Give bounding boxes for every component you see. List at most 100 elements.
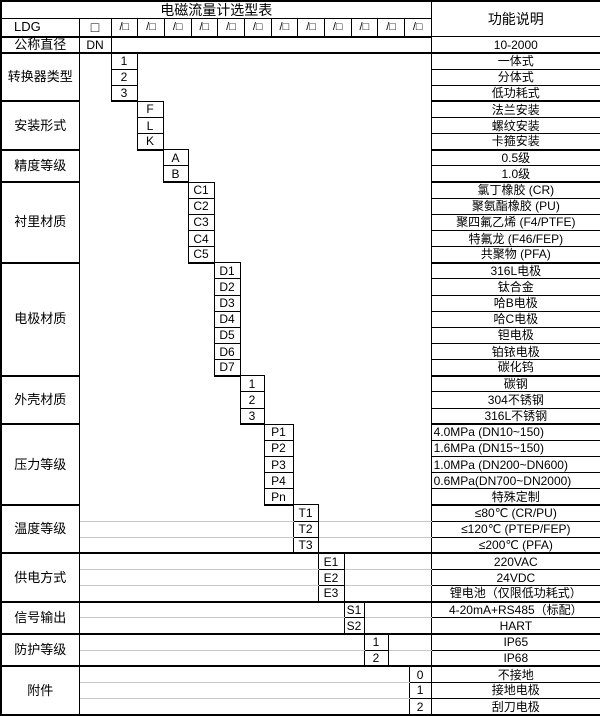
spacer-cell xyxy=(137,53,431,101)
slot-cell: /□ xyxy=(350,18,378,35)
table-row: P2 1.6MPa (DN15~150) xyxy=(1,439,600,457)
code-cell: 2 xyxy=(363,649,389,668)
function-cell: 卡箍安装 xyxy=(430,133,600,151)
function-cell: 不接地 xyxy=(430,666,600,683)
category-nominal-diameter: 公称直径 xyxy=(1,36,80,54)
table-row: 附件 0 不接地 xyxy=(1,665,600,716)
spacer-cell xyxy=(214,182,431,263)
function-cell: 螺纹安装 xyxy=(430,117,600,135)
spacer-cell xyxy=(364,617,432,636)
function-cell: 1.6MPa (DN15~150) xyxy=(430,440,600,457)
slot-cell: /□ xyxy=(377,18,404,35)
spacer-cell xyxy=(79,504,293,522)
code-cell: F xyxy=(136,100,164,119)
table-row: P4 0.6MPa(DN700~DN2000) xyxy=(1,472,600,490)
category-installation-type: 安装形式 xyxy=(1,101,80,151)
page-title: 电磁流量计选型表 xyxy=(1,1,432,19)
code-cell: C1 xyxy=(187,181,215,199)
category-temperature-rating: 温度等级 xyxy=(1,504,80,555)
table-row: E3 锂电池（仅限低功耗式） xyxy=(1,585,600,603)
table-row: Pn 特殊定制 xyxy=(1,488,600,506)
code-cell: DN xyxy=(78,36,112,54)
spacer-cell xyxy=(79,537,293,555)
code-cell: A xyxy=(162,149,189,167)
category-converter-type: 转换器类型 xyxy=(1,52,80,103)
code-cell: 1 xyxy=(239,375,265,393)
table-row: 3 低功耗式 xyxy=(1,84,600,103)
table-row: L 螺纹安装 xyxy=(1,116,600,135)
code-cell: 2 xyxy=(110,68,138,86)
table-row: 精度等级 A 0.5级 xyxy=(1,149,600,184)
code-cell: D5 xyxy=(213,326,241,344)
code-cell: 1 xyxy=(110,52,138,70)
spacer-cell xyxy=(188,150,431,182)
code-cell: 2 xyxy=(239,391,265,409)
function-cell: 316L电极 xyxy=(430,262,600,280)
function-cell: 钽电极 xyxy=(430,327,600,344)
spacer-cell xyxy=(79,601,344,619)
slot-cell: /□ xyxy=(137,18,164,35)
spacer-cell xyxy=(318,521,432,538)
slot-cell: /□ xyxy=(243,18,271,35)
code-cell: D3 xyxy=(213,294,241,312)
spacer-cell xyxy=(79,682,409,700)
code-cell: D4 xyxy=(213,310,241,328)
spacer-cell xyxy=(79,182,188,263)
spacer-cell xyxy=(79,585,318,603)
function-cell: 共聚物 (PFA) xyxy=(430,246,600,264)
table-row: D3 哈B电极 xyxy=(1,294,600,312)
function-cell: 刮刀电极 xyxy=(430,698,600,716)
function-cell: HART xyxy=(430,617,600,636)
spacer-cell xyxy=(344,585,432,603)
category-housing-material: 外壳材质 xyxy=(1,375,80,426)
spacer-cell xyxy=(79,150,163,182)
slot-cell: /□ xyxy=(217,18,244,35)
function-cell: 304不锈钢 xyxy=(430,391,600,409)
function-cell: 碳化钨 xyxy=(430,359,600,377)
spacer-cell xyxy=(318,504,432,522)
table-row: D5 钽电极 xyxy=(1,326,600,344)
model-code-cell: LDG xyxy=(1,18,80,38)
table-row: 2 刮刀电极 xyxy=(1,698,600,716)
code-cell: P3 xyxy=(263,455,294,474)
table-row: 供电方式 E1 220VAC xyxy=(1,552,600,603)
function-header: 功能说明 xyxy=(430,1,600,38)
category-power-supply: 供电方式 xyxy=(1,553,80,603)
function-cell: 接地电极 xyxy=(430,682,600,700)
spacer-cell xyxy=(344,569,432,587)
slot-strip: /□ /□ /□ /□ /□ /□ /□ /□ /□ /□ /□ /□ xyxy=(110,18,432,38)
code-cell: E3 xyxy=(317,585,345,603)
table-row: S2 HART xyxy=(1,617,600,636)
spacer-cell xyxy=(388,634,432,651)
function-cell: 特氟龙 (F46/FEP) xyxy=(430,230,600,248)
spacer-cell xyxy=(79,101,137,149)
spacer-cell xyxy=(388,650,432,668)
function-cell: 钛合金 xyxy=(430,278,600,296)
code-cell: D6 xyxy=(213,342,241,361)
table-row: 3 316L不锈钢 xyxy=(1,407,600,426)
function-cell: 哈C电极 xyxy=(430,311,600,328)
function-cell: 锂电池（仅限低功耗式） xyxy=(430,585,600,603)
table-row: D4 哈C电极 xyxy=(1,310,600,328)
spacer-cell xyxy=(79,634,364,651)
function-cell: 聚氨酯橡胶 (PU) xyxy=(430,198,600,215)
box-slot-cell: □ xyxy=(79,18,112,38)
code-cell: E2 xyxy=(317,568,345,587)
category-lining-material: 衬里材质 xyxy=(1,182,80,264)
code-cell: D7 xyxy=(213,359,241,377)
table-row: 转换器类型 1 一体式 xyxy=(1,52,600,103)
spacer-cell xyxy=(79,376,240,424)
spacer-cell xyxy=(240,263,431,376)
function-cell: 4.0MPa (DN10~150) xyxy=(430,424,600,441)
spacer-cell xyxy=(79,521,293,538)
table-row: 外壳材质 1 碳钢 xyxy=(1,375,600,426)
code-cell: S2 xyxy=(343,617,365,636)
code-cell: K xyxy=(136,133,164,151)
slot-cell: /□ xyxy=(190,18,218,35)
function-cell: 1.0级 xyxy=(430,165,600,184)
spacer-cell xyxy=(111,36,432,54)
table-row: 衬里材质 C1 氯丁橡胶 (CR) xyxy=(1,181,600,264)
spacer-cell xyxy=(79,666,409,683)
slot-cell: /□ xyxy=(323,18,351,35)
spacer-cell xyxy=(293,424,431,505)
